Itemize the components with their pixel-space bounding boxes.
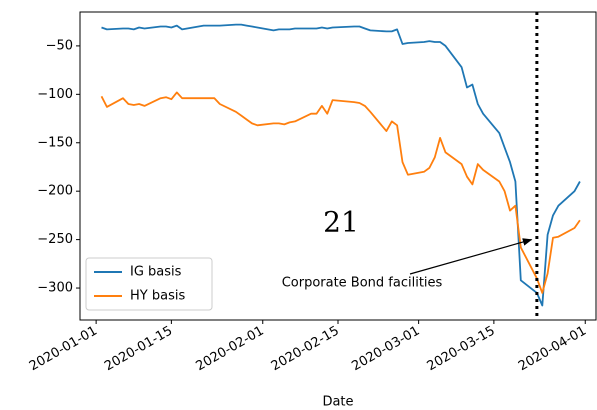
series-line: [101, 23, 581, 307]
y-tick-label: −300: [37, 281, 73, 296]
annotation-text: Corporate Bond facilities: [282, 276, 443, 291]
overlay-number: 21: [323, 206, 359, 239]
x-tick-label: 2020-01-01: [27, 324, 100, 375]
x-tick-label: 2020-02-15: [269, 324, 342, 375]
x-tick-label: 2020-01-15: [102, 324, 175, 375]
y-tick-label: −100: [37, 87, 73, 102]
annotation-arrow: [409, 238, 533, 275]
legend-label: HY basis: [130, 289, 185, 304]
y-tick-label: −200: [37, 184, 73, 199]
x-tick-label: 2020-02-01: [194, 324, 267, 375]
plot-frame: [79, 11, 597, 321]
series-line: [100, 91, 581, 294]
y-tick-label: −250: [37, 232, 73, 247]
x-axis-label: Date: [322, 395, 353, 410]
legend-label: IG basis: [130, 265, 182, 280]
x-tick-label: 2020-03-15: [425, 324, 498, 375]
y-tick-label: −150: [37, 135, 73, 150]
x-tick-label: 2020-03-01: [349, 324, 422, 375]
y-tick-label: −50: [46, 38, 73, 53]
x-tick-label: 2020-04-01: [516, 324, 589, 375]
